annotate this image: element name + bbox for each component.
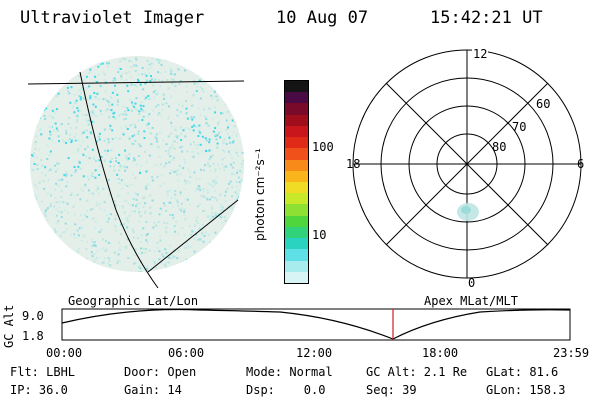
colorbar-segment [285,260,308,272]
timeline-tick-2359: 23:59 [553,346,590,360]
polar-diagonal-2 [385,82,549,246]
colorbar-segment [285,159,308,171]
timeline-tick-1800: 18:00 [422,346,459,360]
geographic-label: Geographic Lat/Lon [68,294,199,308]
instrument-title: Ultraviolet Imager [20,8,205,28]
polar-label-18: 18 [346,157,361,171]
colorbar-segment [285,215,308,227]
polar-lat-70: 70 [512,120,527,134]
colorbar-segment [285,103,308,115]
colorbar-segment [285,204,308,216]
timeline-tick-0000: 00:00 [46,346,83,360]
polar-label-12: 12 [472,47,489,61]
info-ip: IP: 36.0 [10,383,68,397]
polar-lat-60: 60 [536,97,551,111]
timeline-tick-0600: 06:00 [168,346,205,360]
timeline-tick-1200: 12:00 [296,346,333,360]
timeline-frame [61,308,571,341]
longitude-line [79,71,159,289]
latitude-line [27,80,245,85]
timeline-y-min: 1.8 [22,329,44,343]
info-glat: GLat: 81.6 [486,365,559,379]
info-seq: Seq: 39 [366,383,417,397]
colorbar-segment [285,181,308,194]
altitude-timeline [61,308,571,341]
altitude-curve [61,308,571,340]
colorbar-tick-100: 100 [312,140,334,154]
colorbar-segment [285,193,308,205]
info-dsp: Dsp: 0.0 [246,383,326,397]
colorbar-tick-10: 10 [312,228,327,242]
polar-label-0: 0 [468,276,476,290]
apex-label: Apex MLat/MLT [424,294,518,308]
colorbar-segment [285,226,308,239]
geographic-image [27,56,245,289]
color-bar [284,80,309,284]
colorbar-segment [285,125,308,138]
info-door: Door: Open [124,365,197,379]
colorbar-segment [285,238,308,250]
info-gc-alt: GC Alt: 2.1 Re [366,365,468,379]
polar-plot [352,49,582,279]
colorbar-segment [285,92,308,104]
colorbar-segment [285,81,308,93]
info-filter: Flt: LBHL [10,365,76,379]
polar-lat-80: 80 [492,140,507,154]
colorbar-segment [285,271,308,283]
info-mode: Mode: Normal [246,365,333,379]
longitude-line-2 [147,199,239,273]
time-label: 15:42:21 UT [430,8,543,28]
colorbar-segment [285,170,308,182]
info-gain: Gain: 14 [124,383,182,397]
info-glon: GLon: 158.3 [486,383,566,397]
colorbar-segment [285,114,308,126]
polar-label-6: 6 [577,157,585,171]
aurora-spot-core [461,206,471,214]
colorbar-segment [285,249,308,261]
date-label: 10 Aug 07 [276,8,369,28]
timeline-y-max: 9.0 [22,309,44,323]
colorbar-unit-label: photon cm⁻²s⁻¹ [253,148,267,241]
colorbar-segment [285,137,308,149]
colorbar-segment [285,148,308,160]
